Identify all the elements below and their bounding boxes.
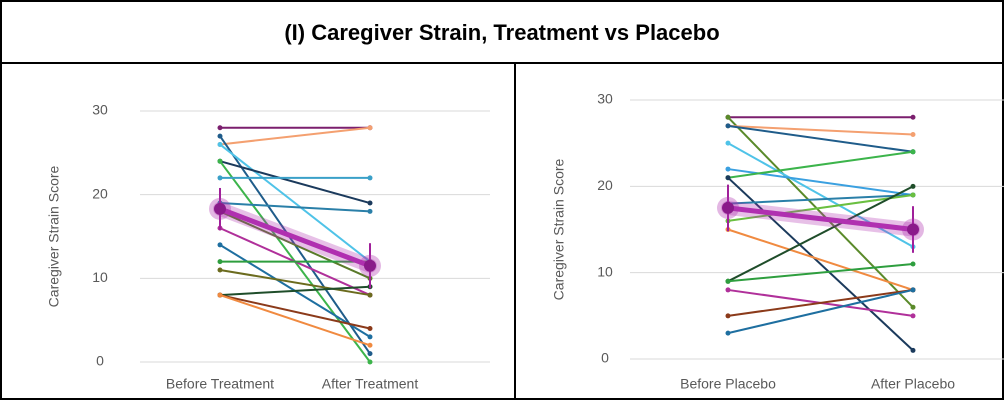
point xyxy=(910,347,916,353)
point xyxy=(367,334,373,340)
y-tick-label: 30 xyxy=(597,91,613,107)
point xyxy=(217,292,223,298)
point xyxy=(367,351,373,357)
point xyxy=(217,175,223,181)
mean-point xyxy=(722,201,734,214)
point xyxy=(725,140,731,146)
point xyxy=(367,125,373,131)
mean-point xyxy=(214,202,226,215)
series-line xyxy=(727,116,914,308)
x-tick-label: After Placebo xyxy=(871,376,955,392)
point xyxy=(725,123,731,129)
series-line xyxy=(727,288,914,335)
point xyxy=(217,141,223,147)
point xyxy=(910,114,916,120)
point xyxy=(367,292,373,298)
series-line xyxy=(727,263,914,283)
mean-point xyxy=(907,223,919,236)
point xyxy=(910,304,916,310)
y-axis-label: Caregiver Strain Score xyxy=(551,158,567,300)
series-line xyxy=(727,193,914,222)
y-tick-label: 20 xyxy=(92,185,108,201)
point xyxy=(910,132,916,138)
point xyxy=(367,200,373,206)
mean-point xyxy=(364,259,376,272)
point xyxy=(725,287,731,293)
point xyxy=(217,125,223,131)
point xyxy=(910,287,916,293)
point xyxy=(910,149,916,155)
series-line xyxy=(219,202,371,213)
point xyxy=(367,326,373,332)
point xyxy=(725,278,731,284)
point xyxy=(217,242,223,248)
point xyxy=(725,330,731,336)
series-line xyxy=(219,294,371,330)
series-line xyxy=(219,268,371,297)
point xyxy=(910,183,916,189)
y-tick-label: 10 xyxy=(92,269,108,285)
y-axis-label: Caregiver Strain Score xyxy=(46,165,62,307)
mean-line xyxy=(219,206,371,269)
point xyxy=(367,175,373,181)
y-tick-label: 20 xyxy=(597,177,613,193)
point xyxy=(725,313,731,319)
y-tick-label: 0 xyxy=(601,350,609,366)
mean-line xyxy=(727,205,914,232)
point xyxy=(725,175,731,181)
series-line xyxy=(727,193,914,205)
point xyxy=(910,313,916,319)
series-line xyxy=(727,185,914,283)
point xyxy=(367,208,373,214)
series-line xyxy=(727,124,914,136)
series-line xyxy=(219,285,371,297)
series-line xyxy=(727,228,914,291)
series-line xyxy=(727,288,914,317)
x-tick-label: Before Placebo xyxy=(680,376,776,392)
y-tick-label: 30 xyxy=(92,102,108,118)
series-line xyxy=(219,294,371,347)
series-line xyxy=(219,210,371,280)
y-tick-label: 10 xyxy=(597,263,613,279)
series-line xyxy=(727,124,914,153)
point xyxy=(217,259,223,265)
point xyxy=(217,133,223,139)
point xyxy=(367,342,373,348)
series-line xyxy=(727,142,914,248)
series-line xyxy=(219,143,371,263)
point xyxy=(910,261,916,267)
series-line xyxy=(727,176,914,352)
figure-title: (I) Caregiver Strain, Treatment vs Place… xyxy=(284,20,719,45)
series-line xyxy=(219,126,371,146)
series-line xyxy=(219,160,371,204)
x-tick-label: Before Treatment xyxy=(166,376,274,392)
x-tick-label: After Treatment xyxy=(322,376,419,392)
series-line xyxy=(727,150,914,179)
point xyxy=(725,166,731,172)
y-tick-label: 0 xyxy=(96,353,104,369)
point xyxy=(910,192,916,198)
point xyxy=(217,158,223,164)
point xyxy=(725,114,731,120)
point xyxy=(217,267,223,273)
point xyxy=(367,359,373,365)
